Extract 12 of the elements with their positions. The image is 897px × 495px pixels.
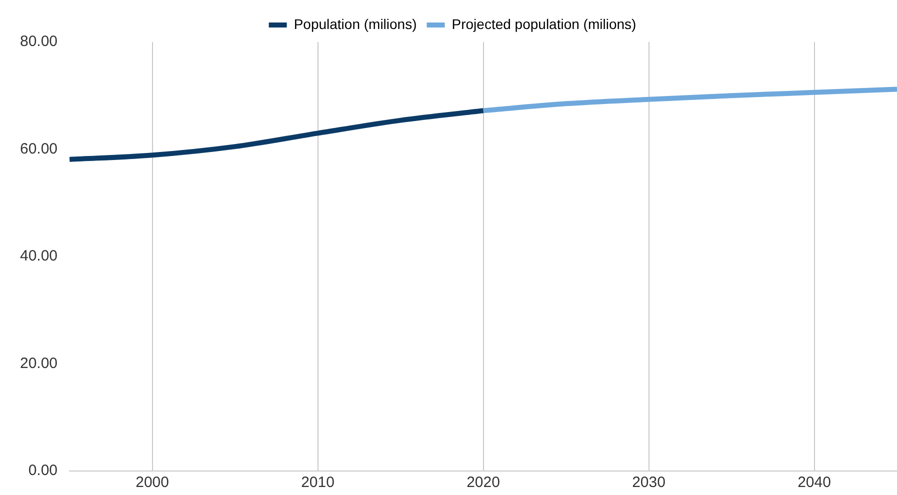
y-tick-label: 60.00 [20, 140, 58, 158]
y-tick-label: 40.00 [20, 248, 58, 265]
x-tick-label: 2010 [301, 474, 334, 492]
x-tick-label: 2030 [632, 474, 666, 492]
legend-label: Projected population (milions) [452, 16, 636, 32]
x-tick-label: 2020 [466, 474, 500, 492]
y-tick-label: 80.00 [20, 33, 58, 50]
y-tick-label: 20.00 [20, 354, 58, 372]
y-tick-label: 0.00 [28, 462, 58, 480]
legend-label: Population (milions) [294, 16, 417, 32]
x-tick-label: 2000 [136, 474, 169, 492]
x-tick-label: 2040 [798, 474, 831, 492]
